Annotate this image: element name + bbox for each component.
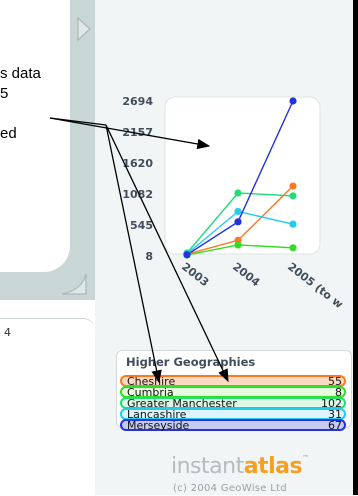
data-point[interactable] (289, 220, 297, 228)
legend-label: Lancashire (127, 408, 187, 421)
chart-plot-area (164, 96, 321, 255)
legend-box: Higher Geographies Cheshire 55 Cumbria 8 Gre… (116, 350, 352, 431)
data-point[interactable] (289, 192, 297, 200)
brand-logo: instantatlas™ (171, 454, 309, 479)
data-point[interactable] (289, 97, 297, 105)
callout-line-2: 5 (0, 85, 9, 102)
y-tick-label: 1082 (122, 188, 153, 201)
corner-arrow-icon (61, 273, 87, 295)
y-tick-label: 8 (145, 250, 153, 263)
arrow-shaft (49, 117, 107, 126)
callout-line-1: s data (0, 65, 41, 82)
left-panel-content (0, 0, 70, 272)
data-point[interactable] (289, 182, 297, 190)
legend-value: 102 (321, 397, 342, 410)
legend-label: Merseyside (127, 419, 190, 432)
legend-value: 8 (335, 386, 342, 399)
y-tick-label: 1620 (122, 157, 153, 170)
arrow-to-legend-right (105, 124, 229, 383)
legend-label: Cheshire (127, 375, 176, 388)
legend-value: 31 (328, 408, 342, 421)
data-point[interactable] (234, 218, 242, 226)
legend-label: Cumbria (127, 386, 174, 399)
y-tick-label: 545 (130, 219, 153, 232)
y-tick-label: 2157 (122, 126, 153, 139)
arrow-to-legend-left (105, 124, 162, 384)
callout-line-3: ed (0, 125, 17, 142)
left-lower-panel (0, 318, 95, 496)
data-point[interactable] (234, 207, 242, 216)
legend-label: Greater Manchester (127, 397, 237, 410)
y-tick-label: 2694 (122, 95, 153, 108)
data-point[interactable] (289, 244, 297, 252)
legend-row[interactable]: Merseyside 67 (120, 419, 346, 431)
collapse-arrow-icon[interactable] (76, 16, 92, 42)
left-panel (0, 0, 95, 300)
data-point[interactable] (234, 241, 242, 249)
arrow-to-chart (49, 117, 211, 150)
right-border (353, 0, 358, 495)
data-point[interactable] (183, 251, 191, 259)
left-tick-label: 4 (4, 326, 11, 339)
legend-value: 55 (328, 375, 342, 388)
copyright-text: (c) 2004 GeoWise Ltd (173, 483, 287, 494)
legend-title: Higher Geographies (126, 355, 256, 369)
legend-value: 67 (328, 419, 342, 432)
data-point[interactable] (234, 189, 242, 197)
